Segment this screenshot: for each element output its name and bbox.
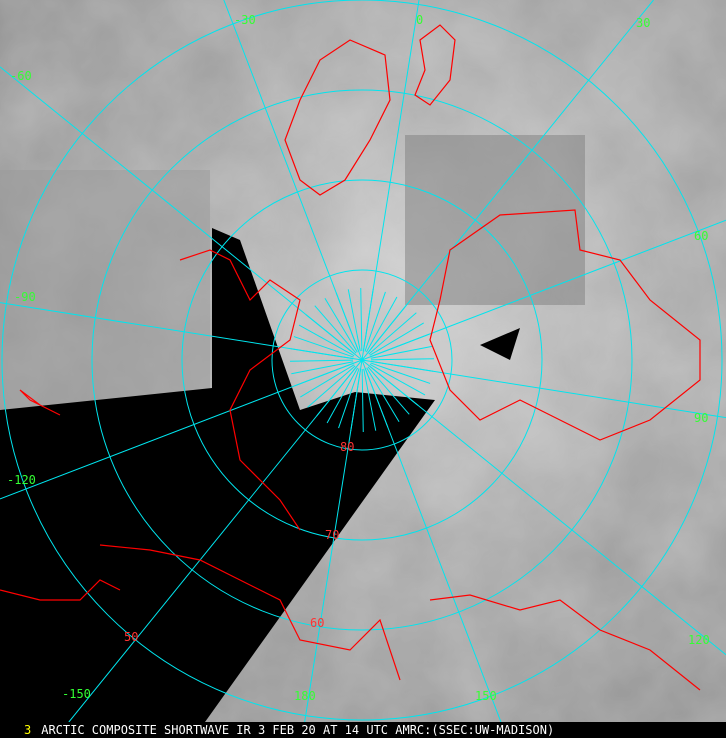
polar-tick [369, 363, 426, 396]
lon-label: 0 [416, 13, 423, 27]
lon-label: -30 [234, 13, 256, 27]
polar-tick [290, 348, 354, 360]
polar-tick [294, 362, 354, 387]
polar-tick [370, 360, 434, 372]
lat-label: 60 [310, 616, 324, 630]
lat-lon-grid [0, 0, 726, 722]
polar-tick [314, 305, 357, 354]
polar-tick [335, 292, 360, 352]
lon-label: -60 [10, 69, 32, 83]
polar-tick [291, 361, 354, 375]
lon-label: 180 [294, 689, 316, 703]
polar-tick [316, 366, 357, 417]
lat-label: 50 [124, 630, 138, 644]
polar-tick [300, 364, 355, 398]
lon-label: -120 [7, 473, 36, 487]
polar-tick [364, 368, 389, 428]
polar-tick [368, 365, 419, 406]
latitude-circle [181, 179, 543, 541]
polar-tick [365, 296, 398, 353]
polar-tick [324, 298, 358, 353]
coastline-aleutian [0, 579, 121, 601]
lon-label: -150 [62, 687, 91, 701]
meridian-line [68, 359, 363, 722]
polar-tick [362, 288, 374, 352]
lon-label: 30 [636, 16, 650, 30]
lon-label: 90 [694, 411, 708, 425]
coastline-alaska [99, 544, 401, 681]
polar-tick [370, 358, 434, 361]
lat-label: 80 [340, 440, 354, 454]
meridian-line [361, 0, 654, 361]
polar-tick [367, 303, 408, 354]
polar-tick [366, 367, 400, 422]
polar-tick [298, 324, 355, 357]
no-data-region [0, 228, 435, 722]
frame-number: 3 [24, 723, 32, 737]
polar-tick [350, 368, 362, 432]
caption-title: ARCTIC COMPOSITE SHORTWAVE IR 3 FEB 20 A… [41, 723, 555, 737]
latitude-circle [271, 269, 453, 451]
polar-tick [364, 291, 386, 352]
coastline-siberia-east [429, 594, 701, 691]
polar-tick [307, 365, 356, 408]
lon-label: 120 [688, 633, 710, 647]
coastline-russia [429, 209, 701, 441]
coastline-scandinavia [414, 24, 456, 106]
grid-labels: -30 0 30 -60 -90 -120 -150 180 150 120 9… [7, 13, 710, 703]
lat-label: 70 [325, 528, 339, 542]
polar-tick [360, 288, 363, 352]
polar-tick [326, 367, 359, 424]
lon-label: 150 [475, 689, 497, 703]
polar-tick [290, 359, 354, 362]
polar-tick [370, 345, 433, 359]
polar-tick [369, 322, 424, 356]
polar-tick [370, 362, 431, 384]
polar-tick [347, 289, 361, 352]
dark-segment [405, 135, 585, 305]
polar-tick [367, 366, 410, 415]
meridian-line [361, 359, 726, 656]
polar-tick [363, 368, 377, 431]
polar-tick [368, 312, 417, 355]
coastline-greenland [284, 39, 391, 196]
latitude-circle [1, 0, 723, 721]
image-caption: 3 ARCTIC COMPOSITE SHORTWAVE IR 3 FEB 20 … [0, 722, 726, 738]
coastline-canada [179, 249, 301, 531]
coastline-baffin [19, 389, 61, 416]
polar-tick [293, 336, 354, 358]
coastlines [0, 24, 701, 691]
no-data-region-small [480, 328, 520, 360]
latitude-circle [91, 89, 633, 631]
map-canvas: -30 0 30 -60 -90 -120 -150 180 150 120 9… [0, 0, 726, 722]
polar-tick [370, 333, 430, 358]
lon-label: -90 [14, 290, 36, 304]
polar-tick [338, 368, 360, 429]
polar-tick [361, 368, 364, 432]
lon-label: 60 [694, 229, 708, 243]
meridian-line [0, 66, 363, 361]
polar-tick [305, 314, 356, 355]
